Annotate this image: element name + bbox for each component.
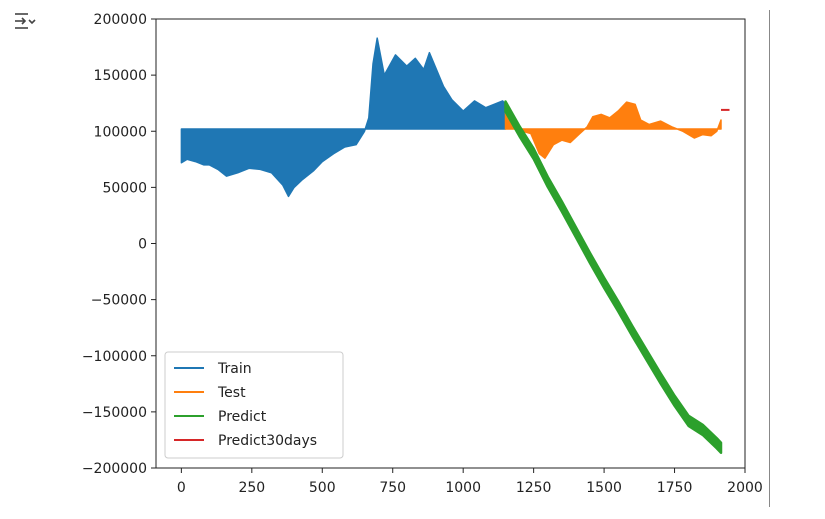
series-test-area: [504, 101, 722, 159]
y-tick-label: −100000: [82, 349, 147, 365]
y-tick-label: 100000: [94, 124, 147, 140]
y-tick-label: −200000: [82, 461, 147, 477]
x-tick-label: 1250: [516, 480, 552, 496]
y-tick-label: −50000: [91, 293, 147, 309]
legend-label-predict: Predict: [218, 409, 267, 425]
legend-entry-predict30days: Predict30days: [174, 433, 317, 449]
x-tick-label: 1500: [586, 480, 622, 496]
series-layer: [180, 37, 730, 455]
series-predict-band: [504, 100, 723, 455]
y-tick-label: −150000: [82, 405, 147, 421]
legend-entry-predict: Predict: [174, 409, 267, 425]
output-toggle-button[interactable]: [12, 8, 38, 34]
legend: Train Test Predict Predict30days: [164, 351, 344, 459]
legend-label-predict30days: Predict30days: [218, 433, 317, 449]
x-tick-label: 1750: [657, 480, 693, 496]
x-tick-label: 0: [177, 480, 186, 496]
line-chart: 200000 150000 100000 50000 0 −50000 −100000 −15…: [82, 12, 763, 496]
legend-entry-train: Train: [174, 361, 252, 377]
output-scroll-divider: [769, 10, 770, 507]
x-tick-label: 1000: [445, 480, 481, 496]
y-tick-label: 0: [138, 237, 147, 253]
x-axis: 0 250 500 750 1000 1250 1500 1750 2000: [177, 468, 763, 496]
x-tick-label: 2000: [727, 480, 763, 496]
x-tick-label: 500: [309, 480, 336, 496]
y-tick-label: 50000: [102, 180, 147, 196]
x-tick-label: 750: [379, 480, 406, 496]
y-tick-label: 150000: [94, 68, 147, 84]
legend-label-train: Train: [217, 361, 252, 377]
y-tick-label: 200000: [94, 12, 147, 28]
x-tick-label: 250: [238, 480, 265, 496]
output-collapse-icon: [15, 13, 36, 29]
series-train-area: [180, 37, 507, 198]
legend-label-test: Test: [217, 385, 246, 401]
y-axis: 200000 150000 100000 50000 0 −50000 −100000 −15…: [82, 12, 156, 477]
legend-entry-test: Test: [174, 385, 246, 401]
legend-box: [164, 351, 344, 459]
